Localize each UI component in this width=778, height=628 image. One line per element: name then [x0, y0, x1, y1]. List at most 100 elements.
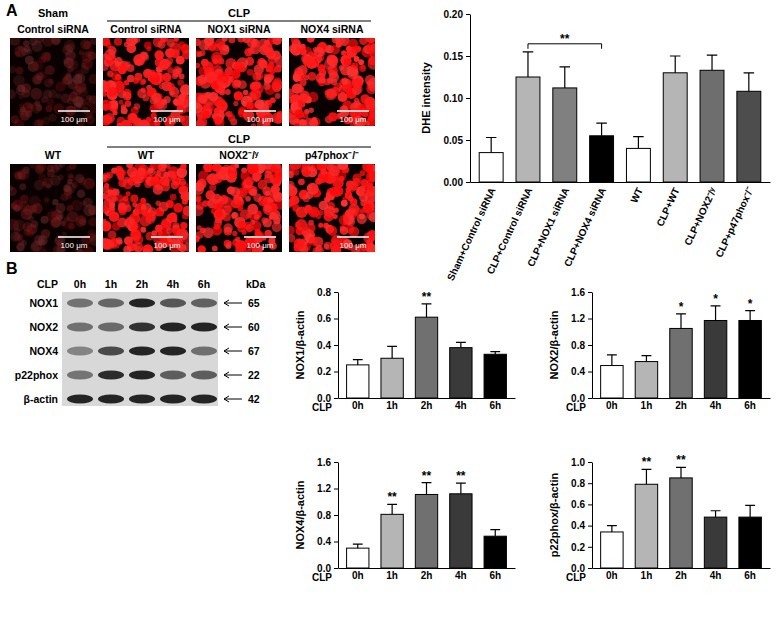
cell [107, 71, 113, 77]
cell [41, 229, 50, 238]
error-bar [387, 504, 397, 514]
cell [198, 75, 208, 85]
x-tick-label: 4h [455, 570, 467, 581]
error-bar [560, 67, 571, 88]
cell [114, 75, 121, 82]
error-bar [422, 304, 432, 317]
cell [150, 70, 156, 76]
x-tick: 4h [455, 570, 467, 581]
cell [349, 226, 360, 237]
blot-arrow [224, 396, 242, 402]
cell [23, 40, 30, 47]
blot-title: CLP [37, 278, 58, 290]
y-axis-title: NOX2/β-actin [548, 310, 560, 379]
y-tick-mark [466, 182, 470, 183]
y-tick-label: 0.15 [444, 51, 464, 62]
cell [369, 49, 375, 57]
y-tick-mark [588, 526, 592, 527]
x-axis: 0h1h2h4h6h [593, 399, 771, 412]
lane-label: 0h [74, 278, 86, 290]
cell [137, 89, 147, 99]
y-tick-label: 0.6 [571, 499, 585, 510]
x-tick-label: CLP+NOX1 siRNA [525, 186, 571, 268]
cell [172, 227, 181, 236]
cell [160, 164, 167, 168]
cell [196, 237, 199, 243]
cell [196, 195, 202, 202]
cell [294, 109, 304, 119]
x-tick: 4h [710, 570, 722, 581]
cell [264, 205, 272, 213]
cell [66, 166, 71, 171]
cell [103, 174, 107, 179]
bar [415, 317, 437, 398]
cell [62, 44, 73, 55]
y-tick: 0.15 [444, 51, 470, 62]
blot-arrow [224, 324, 242, 330]
cell [119, 100, 124, 105]
scale-bar-label: 100 μm [61, 241, 88, 250]
y-tick-mark [334, 372, 338, 373]
y-tick: 0.6 [317, 313, 338, 324]
cell [231, 212, 239, 220]
cell [228, 114, 235, 121]
image-label: WT [138, 149, 155, 161]
cell [126, 191, 131, 196]
cell [270, 166, 276, 172]
cell [125, 94, 131, 100]
panel-label: A [6, 2, 18, 19]
cell [170, 194, 177, 201]
x-tick: CLP+p47phox⁻/⁻ [713, 185, 755, 259]
y-tick-mark [588, 462, 592, 463]
blot-arrow [224, 372, 242, 378]
cell [168, 213, 177, 222]
x-tick-label: 2h [421, 570, 433, 581]
cell [324, 58, 335, 69]
cell [275, 56, 282, 68]
y-tick: 0.2 [317, 366, 338, 377]
cell [37, 164, 47, 171]
bar [415, 494, 437, 568]
cell [19, 183, 26, 190]
cell [233, 101, 238, 106]
cell [69, 92, 79, 102]
cell [180, 222, 187, 229]
x-tick-label: 1h [386, 570, 398, 581]
bar [553, 88, 577, 182]
cell [201, 59, 209, 67]
scale-bar [151, 236, 183, 238]
cell [246, 102, 254, 110]
cell [225, 89, 231, 95]
cell [324, 242, 332, 250]
blot-band [160, 347, 186, 356]
cell [142, 244, 153, 252]
cell [307, 38, 315, 43]
blot-band [129, 347, 155, 356]
x-tick-label: 1h [641, 570, 653, 581]
cell [359, 65, 366, 72]
cell [83, 178, 95, 190]
bar [739, 517, 761, 568]
cell [20, 107, 26, 113]
y-tick-label: 1.2 [571, 313, 585, 324]
error-bar [711, 306, 721, 321]
y-axis: 0.000.050.100.150.20 [444, 9, 471, 188]
cell [247, 38, 257, 48]
cell [212, 246, 218, 252]
y-tick-label: 0.4 [317, 340, 331, 351]
cell [170, 181, 178, 189]
y-tick: 1.2 [317, 483, 338, 494]
significance-label: ** [387, 490, 397, 504]
image-group-header: CLP [228, 133, 250, 145]
cell [103, 80, 107, 87]
cell [29, 164, 38, 169]
y-tick-label: 1.2 [317, 483, 331, 494]
error-bar [607, 355, 617, 366]
x-axis: 0h1h2h4h6h [339, 399, 516, 412]
cell [154, 50, 164, 60]
cell [182, 213, 189, 220]
error-bar [633, 137, 644, 149]
cell [89, 74, 96, 84]
blot-band [98, 371, 124, 380]
x-axis-line [339, 398, 516, 399]
